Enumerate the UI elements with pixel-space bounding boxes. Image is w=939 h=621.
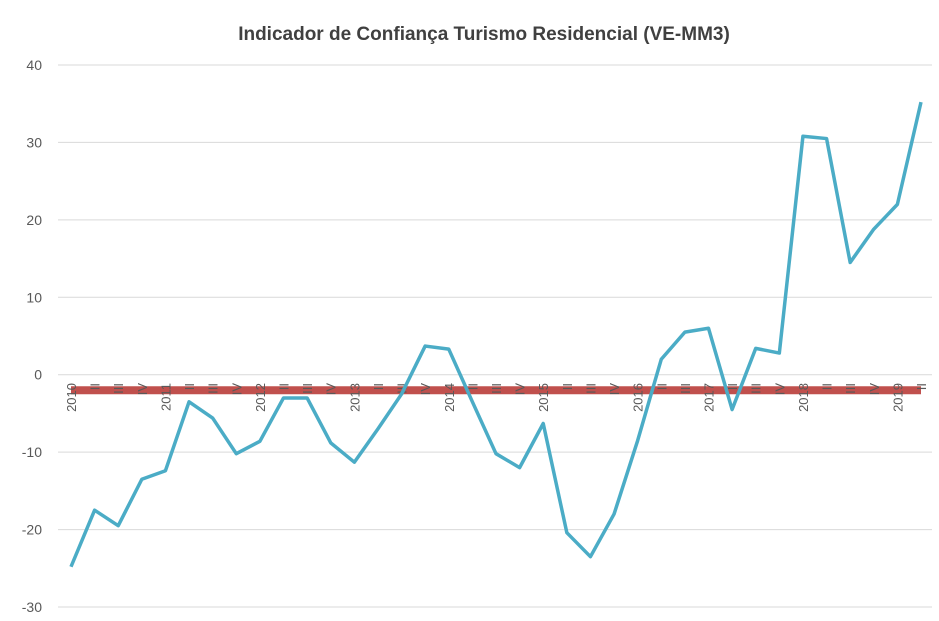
chart-title: Indicador de Confiança Turismo Residenci… [238, 24, 730, 45]
x-tick-label: III [749, 383, 764, 394]
x-tick-label: III [843, 383, 858, 394]
x-tick-label: III [206, 383, 221, 394]
y-tick-label: 20 [26, 212, 42, 228]
x-tick-label: II [465, 383, 480, 390]
x-tick-label: IV [607, 383, 622, 396]
y-tick-label: 10 [26, 289, 42, 305]
x-tick-label: IV [324, 383, 339, 396]
x-tick-label: II [88, 383, 103, 390]
x-tick-label: IV [513, 383, 528, 396]
x-tick-label: III [111, 383, 126, 394]
x-tick-label: II [277, 383, 292, 390]
y-tick-label: 30 [26, 134, 42, 150]
x-tick-label: III [583, 383, 598, 394]
x-tick-label: IV [418, 383, 433, 396]
x-tick-label: II [654, 383, 669, 390]
x-tick-label: III [489, 383, 504, 394]
x-tick-label: 2010 [64, 383, 79, 412]
y-tick-label: -20 [22, 522, 42, 538]
x-tick-label: 2012 [253, 383, 268, 412]
x-tick-label: II [182, 383, 197, 390]
y-tick-label: -30 [22, 599, 42, 615]
series-line [69, 101, 923, 568]
x-tick-label: 2018 [796, 383, 811, 412]
x-tick-label: II [371, 383, 386, 390]
x-tick-label: IV [867, 383, 882, 396]
y-tick-label: -10 [22, 444, 42, 460]
x-tick-label: II [914, 383, 929, 390]
x-tick-label: IV [772, 383, 787, 396]
x-tick-label: II [820, 383, 835, 390]
x-tick-label: 2013 [347, 383, 362, 412]
y-tick-label: 0 [34, 367, 42, 383]
x-tick-label: II [725, 383, 740, 390]
x-tick-label: III [300, 383, 315, 394]
x-tick-label: 2011 [158, 383, 173, 411]
x-tick-label: IV [135, 383, 150, 396]
x-tick-label: 2019 [890, 383, 905, 412]
x-tick-label: II [560, 383, 575, 390]
x-tick-label: 2016 [631, 383, 646, 412]
x-tick-label: III [395, 383, 410, 394]
x-tick-label: 2017 [702, 383, 717, 412]
x-tick-label: 2015 [536, 383, 551, 412]
x-tick-label: IV [229, 383, 244, 396]
y-tick-label: 40 [26, 57, 42, 73]
x-tick-label: III [678, 383, 693, 394]
x-tick-label: 2014 [442, 383, 457, 412]
